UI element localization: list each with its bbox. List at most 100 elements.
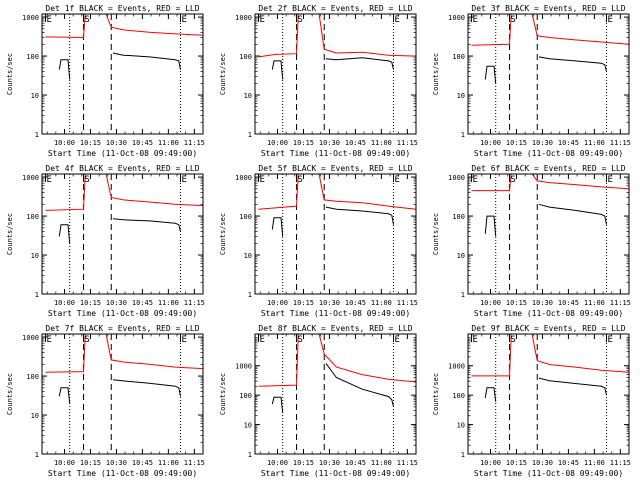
x-tick-label: 10:45 (132, 459, 153, 467)
panel-title: Det 8f BLACK = Events, RED = LLD (258, 324, 412, 333)
x-tick-label: 10:15 (293, 299, 314, 307)
panel-title: Det 2f BLACK = Events, RED = LLD (258, 4, 412, 13)
x-tick-label: 10:45 (345, 459, 366, 467)
panel-title-detector: Det 7f (45, 324, 74, 333)
x-tick-label: 10:00 (54, 299, 75, 307)
detector-panel-6: Det 6f BLACK = Events, RED = LLD Counts/s… (432, 164, 631, 318)
x-tick-label: 11:00 (584, 459, 605, 467)
y-tick-label: 100 (452, 392, 465, 400)
panel-title-legend: BLACK = Events, RED = LLD (505, 324, 626, 333)
x-tick-label: 10:00 (54, 459, 75, 467)
detector-panel-9: Det 9f BLACK = Events, RED = LLD Counts/s… (432, 324, 631, 478)
x-tick-label: 10:15 (80, 139, 101, 147)
marker-label: E (394, 175, 399, 185)
marker-label: S (511, 15, 516, 25)
x-tick-label: 10:00 (267, 299, 288, 307)
y-tick-label: 1 (248, 451, 252, 459)
x-tick-label: 10:30 (106, 139, 127, 147)
y-tick-label: 10 (457, 92, 465, 100)
y-tick-label: 100 (239, 392, 252, 400)
panel-title-detector: Det 4f (45, 164, 74, 173)
x-tick-label: 10:30 (532, 299, 553, 307)
marker-label: S (298, 335, 303, 345)
x-tick-label: 10:15 (506, 139, 527, 147)
lld-series-line (318, 13, 417, 57)
y-tick-label: 1 (248, 131, 252, 139)
y-axis-label: Counts/sec (6, 373, 14, 415)
y-tick-label: 1000 (448, 14, 465, 22)
marker-label: E (472, 175, 477, 185)
y-axis-label: Counts/sec (6, 53, 14, 95)
x-tick-label: 11:00 (371, 299, 392, 307)
y-tick-label: 1000 (235, 174, 252, 182)
lld-series-line (531, 333, 630, 373)
x-tick-label: 10:15 (506, 459, 527, 467)
y-tick-label: 100 (26, 53, 39, 61)
panel-title: Det 5f BLACK = Events, RED = LLD (258, 164, 412, 173)
x-tick-label: 10:30 (532, 139, 553, 147)
y-tick-label: 1000 (235, 14, 252, 22)
x-tick-label: 10:45 (345, 299, 366, 307)
events-series-line (484, 387, 497, 402)
x-tick-label: 10:45 (558, 139, 579, 147)
x-tick-label: 10:15 (80, 459, 101, 467)
y-tick-label: 1 (461, 451, 465, 459)
marker-label: E (472, 15, 477, 25)
x-tick-label: 11:15 (610, 299, 631, 307)
plot-frame (254, 173, 417, 295)
marker-label: E (181, 335, 186, 345)
y-axis-label: Counts/sec (219, 373, 227, 415)
marker-label: E (259, 15, 264, 25)
marker-label: S (511, 335, 516, 345)
y-tick-label: 10 (31, 92, 39, 100)
events-series-line (58, 224, 71, 244)
y-tick-label: 100 (452, 213, 465, 221)
panel-title-detector: Det 9f (471, 324, 500, 333)
y-tick-label: 1 (35, 451, 39, 459)
x-tick-label: 10:45 (345, 139, 366, 147)
panel-title-detector: Det 5f (258, 164, 287, 173)
panel-title-legend: BLACK = Events, RED = LLD (79, 4, 200, 13)
x-tick-label: 10:15 (293, 459, 314, 467)
marker-label: E (394, 335, 399, 345)
y-tick-label: 10 (244, 422, 252, 430)
plot-frame (467, 333, 630, 455)
events-series-line (325, 57, 394, 70)
y-tick-label: 100 (239, 213, 252, 221)
x-tick-label: 10:00 (480, 459, 501, 467)
y-tick-label: 1 (248, 291, 252, 299)
x-tick-label: 10:15 (293, 139, 314, 147)
y-tick-label: 10 (31, 252, 39, 260)
plot-frame (41, 173, 204, 295)
events-series-line (325, 363, 394, 408)
panel-title-detector: Det 6f (471, 164, 500, 173)
y-tick-label: 1 (461, 291, 465, 299)
x-tick-label: 11:15 (397, 459, 418, 467)
detector-panel-4: Det 4f BLACK = Events, RED = LLD Counts/s… (6, 164, 205, 318)
x-axis-label: Start Time (11-Oct-08 09:49:00) (261, 309, 410, 318)
x-tick-label: 10:30 (319, 299, 340, 307)
panel-title: Det 9f BLACK = Events, RED = LLD (471, 324, 625, 333)
y-tick-label: 1000 (448, 174, 465, 182)
marker-label: S (85, 15, 90, 25)
y-tick-label: 1 (35, 131, 39, 139)
x-tick-label: 11:15 (397, 299, 418, 307)
x-axis-label: Start Time (11-Oct-08 09:49:00) (474, 469, 623, 478)
marker-label: E (259, 335, 264, 345)
y-tick-label: 1000 (235, 363, 252, 371)
marker-label: E (46, 335, 51, 345)
x-axis-label: Start Time (11-Oct-08 09:49:00) (261, 469, 410, 478)
x-axis-label: Start Time (11-Oct-08 09:49:00) (48, 309, 197, 318)
detector-panel-8: Det 8f BLACK = Events, RED = LLD Counts/s… (219, 324, 418, 478)
plot-frame (41, 333, 204, 455)
y-axis-label: Counts/sec (219, 53, 227, 95)
y-tick-label: 100 (26, 373, 39, 381)
marker-label: E (259, 175, 264, 185)
panel-title: Det 1f BLACK = Events, RED = LLD (45, 4, 199, 13)
panel-title-legend: BLACK = Events, RED = LLD (292, 164, 413, 173)
plot-frame (467, 173, 630, 295)
events-series-line (271, 60, 284, 80)
marker-label: E (472, 335, 477, 345)
x-tick-label: 10:30 (319, 139, 340, 147)
y-tick-label: 1 (461, 131, 465, 139)
